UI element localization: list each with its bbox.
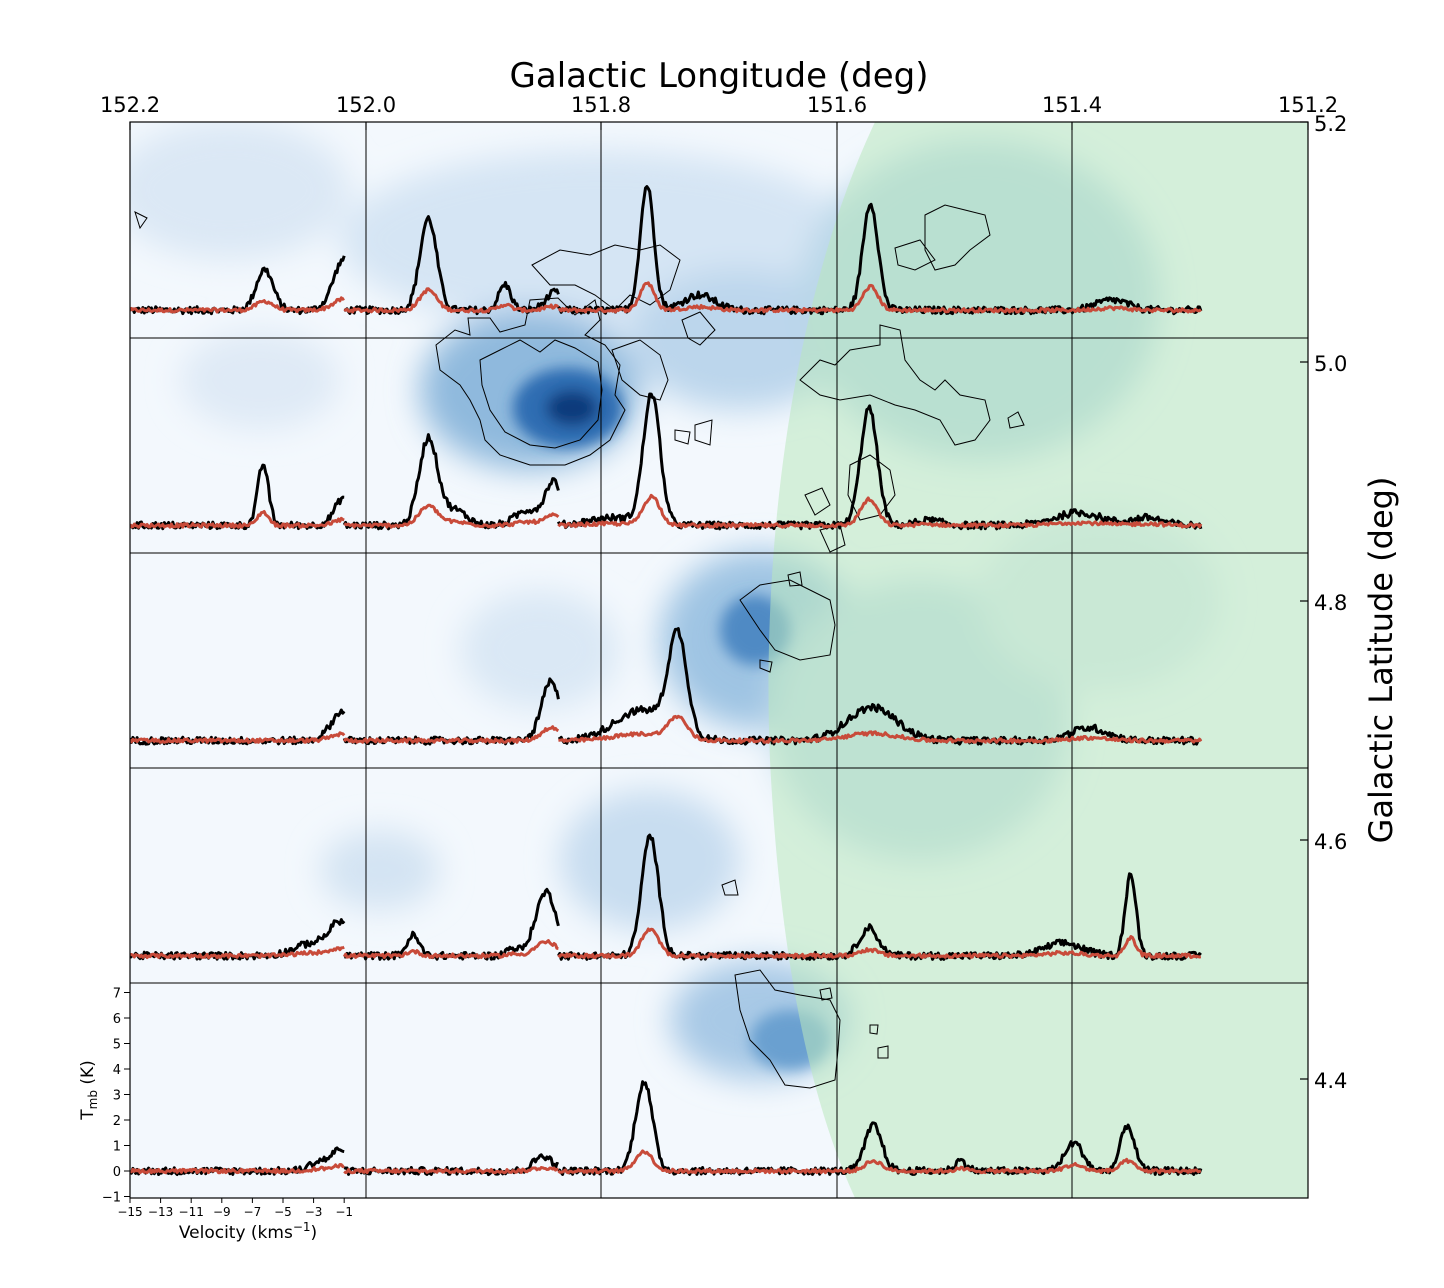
spectrum-13co [342, 939, 559, 959]
right-tick-label: 5.2 [1314, 112, 1347, 136]
spectrum-axis: −1 0 1 2 3 4 5 6 7 −15 −13 −11 −9 −7 −5 −3 −1 Velocity … [78, 987, 353, 1244]
spectrum-13co [130, 731, 346, 744]
spectrum-12co [130, 255, 346, 316]
spectrum-13co [985, 520, 1203, 529]
spectrum-ytick-label: 1 [113, 1140, 121, 1155]
spectrum-13co [986, 1157, 1202, 1175]
spectrum-13co [343, 287, 560, 314]
right-tick-label: 4.6 [1314, 830, 1347, 854]
spectrum-13co [985, 305, 1202, 314]
spectrum-xtick-label: −1 [335, 1205, 353, 1219]
spectrum-xtick-label: −15 [117, 1205, 142, 1219]
spectrum-ytick-label: 7 [113, 987, 121, 1002]
spectrum-ylabel: Tmb (K) [78, 1060, 100, 1121]
panel-grid [130, 122, 1308, 1198]
spectrum-xtick-label: −9 [213, 1205, 231, 1219]
spectrum-xtick-label: −3 [305, 1205, 323, 1219]
spectrum-13co [557, 927, 774, 960]
spectrum-13co [557, 1149, 774, 1175]
spectrum-xlabel: Velocity (kms−1) [179, 1220, 317, 1243]
spectrum-13co [771, 283, 988, 314]
spectrum-ytick-label: 2 [113, 1114, 121, 1129]
spectrum-13co [130, 1163, 346, 1175]
spectrum-13co [771, 496, 988, 529]
spectrum-13co [558, 281, 774, 314]
spectrum-13co [343, 503, 560, 529]
top-tick-label: 151.6 [807, 93, 867, 117]
spectrum-13co [343, 1166, 559, 1175]
spectrum-xtick-label: −11 [179, 1205, 204, 1219]
top-tick-label: 152.2 [100, 93, 160, 117]
spectrum-12co [985, 508, 1203, 531]
spectrum-12co [342, 433, 560, 531]
spectrum-xtick-label: −5 [274, 1205, 292, 1219]
spectrum-ytick-label: 6 [113, 1012, 121, 1027]
spectrum-13co [772, 730, 987, 744]
spectrum-12co [557, 392, 774, 531]
spectrum-13co [985, 935, 1202, 959]
top-tick-label: 151.4 [1042, 93, 1102, 117]
spectra [130, 185, 1203, 1177]
spectrum-ytick-label: 3 [113, 1089, 121, 1104]
spectrum-13co [557, 493, 774, 529]
top-tick-label: 152.0 [336, 93, 396, 117]
top-axis: 152.2 152.0 151.8 151.6 151.4 151.2 [100, 93, 1338, 130]
top-tick-label: 151.2 [1278, 93, 1338, 117]
right-axis-label: Galactic Latitude (deg) [1362, 477, 1400, 844]
spectrum-13co [558, 714, 774, 744]
top-tick-label: 151.8 [571, 93, 631, 117]
plot-frame [129, 121, 1309, 1199]
spectrum-13co [130, 510, 345, 529]
spectrum-ytick-label: 5 [113, 1038, 121, 1053]
right-tick-label: 5.0 [1314, 352, 1347, 376]
spectrum-ytick-label: 4 [113, 1063, 121, 1078]
spectrum-ytick-label: −1 [102, 1191, 121, 1206]
spectrum-13co [130, 296, 345, 314]
spectrum-xtick-label: −7 [244, 1205, 262, 1219]
right-axis: 5.2 5.0 4.8 4.6 4.4 [1300, 112, 1347, 1093]
spectrum-12co [558, 627, 774, 746]
spectrum-ytick-label: 0 [113, 1165, 121, 1180]
spectrum-13co [771, 947, 987, 960]
right-tick-label: 4.8 [1314, 591, 1347, 615]
right-tick-label: 4.4 [1314, 1069, 1347, 1093]
spectrum-12co [771, 703, 989, 746]
spectrum-13co [985, 735, 1203, 744]
spectrum-13co [130, 945, 345, 960]
contours [134, 204, 1025, 1089]
spectrum-13co [771, 1159, 989, 1175]
chart-title: Galactic Longitude (deg) [510, 56, 929, 96]
spectrum-xtick-label: −13 [148, 1205, 173, 1219]
spectrum-13co [342, 725, 560, 744]
shaded-region [768, 122, 1308, 1198]
